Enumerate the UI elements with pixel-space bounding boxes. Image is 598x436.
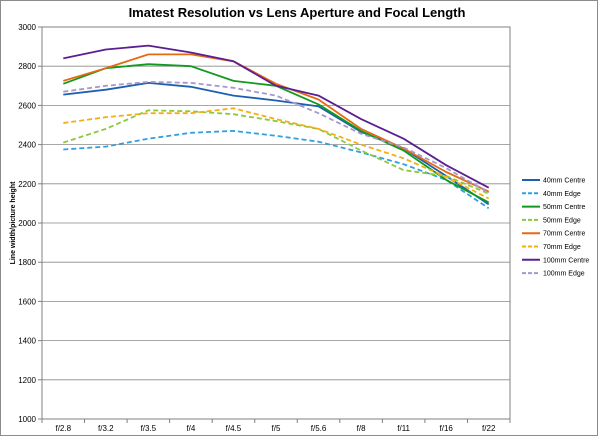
y-tick-label: 2600 bbox=[18, 101, 36, 110]
x-tick-label: f/8 bbox=[357, 424, 366, 433]
legend-label: 50mm Edge bbox=[543, 217, 581, 224]
legend-label: 100mm Centre bbox=[543, 257, 589, 264]
x-tick-label: f/5.6 bbox=[311, 424, 327, 433]
legend-label: 40mm Edge bbox=[543, 191, 581, 198]
series-line-70mm-centre bbox=[63, 53, 490, 193]
x-tick-label: f/5 bbox=[272, 424, 281, 433]
y-tick-label: 1600 bbox=[18, 297, 36, 306]
y-axis-ticks: 1000 1200 1400 1600 1800 2000 2200 2400 2600 2800… bbox=[18, 23, 42, 424]
series-line-50mm-edge bbox=[63, 109, 490, 195]
series-lines bbox=[62, 44, 490, 210]
series-line-40mm-edge bbox=[63, 129, 490, 210]
x-tick-label: f/3.2 bbox=[98, 424, 114, 433]
y-axis-label: Line width/picture height bbox=[10, 181, 17, 265]
x-tick-label: f/22 bbox=[482, 424, 496, 433]
legend-label: 70mm Edge bbox=[543, 244, 581, 251]
x-tick-label: f/4.5 bbox=[226, 424, 242, 433]
series-line-40mm-centre bbox=[63, 82, 490, 206]
x-tick-label: f/16 bbox=[440, 424, 454, 433]
chart-title: Imatest Resolution vs Lens Aperture and … bbox=[129, 5, 466, 20]
legend-label: 50mm Centre bbox=[543, 204, 586, 211]
legend: 40mm Centre 40mm Edge 50mm Centre 50mm Edge… bbox=[522, 178, 589, 278]
series-line-70mm-edge bbox=[63, 107, 490, 200]
y-tick-label: 3000 bbox=[18, 23, 36, 32]
x-tick-label: f/2.8 bbox=[55, 424, 71, 433]
y-tick-label: 2800 bbox=[18, 62, 36, 71]
y-tick-label: 2000 bbox=[18, 219, 36, 228]
x-tick-label: f/3.5 bbox=[141, 424, 157, 433]
y-tick-label: 1800 bbox=[18, 258, 36, 267]
series-line-100mm-centre bbox=[63, 44, 490, 189]
x-tick-label: f/11 bbox=[397, 424, 410, 433]
y-tick-label: 1200 bbox=[18, 376, 36, 385]
x-axis-ticks: f/2.8 f/3.2 f/3.5 f/4 f/4.5 f/5 f/5.6 f/8 f/11 f/… bbox=[41, 419, 511, 433]
y-tick-label: 1400 bbox=[18, 337, 36, 346]
y-tick-label: 2200 bbox=[18, 180, 36, 189]
x-tick-label: f/4 bbox=[186, 424, 195, 433]
y-tick-label: 1000 bbox=[18, 415, 36, 424]
y-tick-label: 2400 bbox=[18, 141, 36, 150]
legend-label: 40mm Centre bbox=[543, 178, 586, 185]
legend-label: 70mm Centre bbox=[543, 231, 586, 238]
legend-label: 100mm Edge bbox=[543, 271, 585, 278]
series-line-100mm-edge bbox=[63, 81, 490, 194]
plot-area-border bbox=[41, 26, 511, 420]
